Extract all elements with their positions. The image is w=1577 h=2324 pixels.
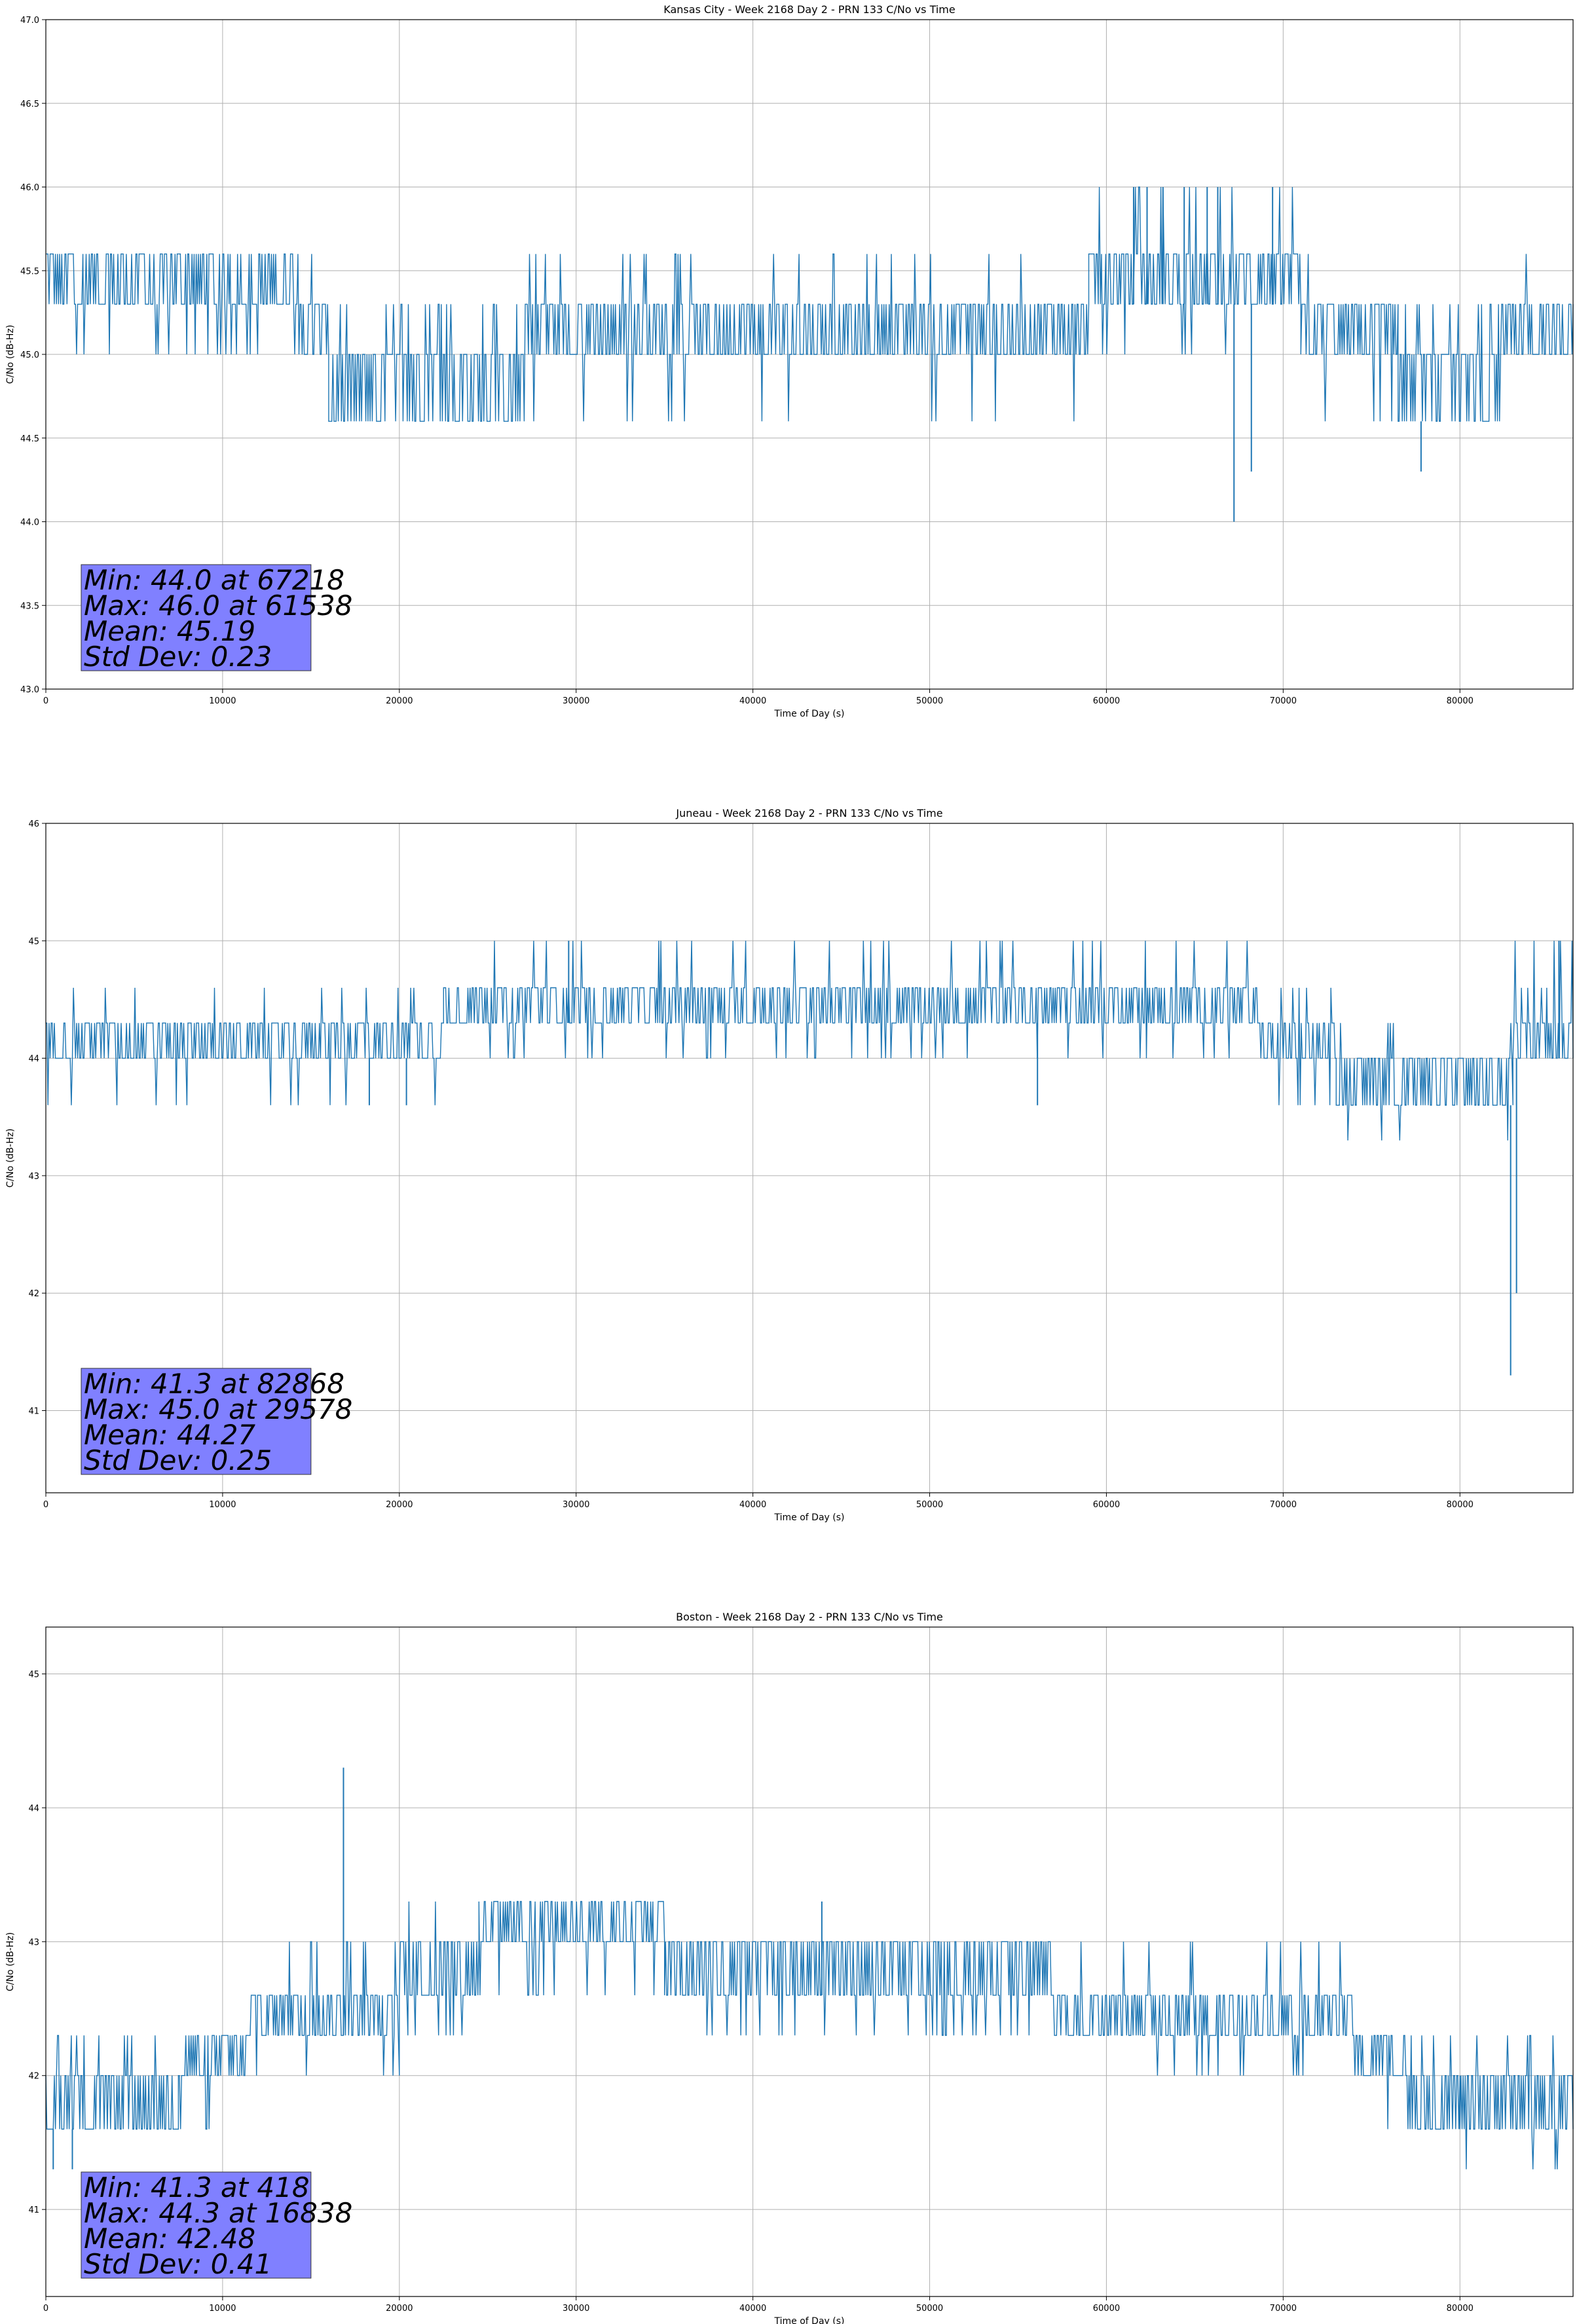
y-tick-label: 43 (28, 1938, 39, 1947)
y-axis-label: C/No (dB-Hz) (5, 1932, 16, 1991)
chart-panel-0: 0 10000 20000 30000 40000 50000 60000 70000 8000… (5, 3, 1574, 719)
chart-panel-2: 0 10000 20000 30000 40000 50000 60000 70000 8000… (5, 1611, 1574, 2324)
x-tick-label: 50000 (916, 696, 943, 706)
stats-line: Max: 45.0 at 29578 (84, 1393, 352, 1425)
x-tick-label: 30000 (563, 1500, 589, 1510)
x-tick-label: 30000 (563, 2304, 589, 2314)
y-tick-label: 43.0 (20, 685, 39, 695)
stats-line: Std Dev: 0.23 (84, 641, 272, 673)
x-axis-label: Time of Day (s) (774, 709, 845, 719)
y-tick-label: 44 (28, 1055, 39, 1064)
x-tick-label: 40000 (739, 1500, 766, 1510)
stats-line: Min: 44.0 at 67218 (84, 564, 344, 596)
stats-line: Mean: 44.27 (84, 1419, 255, 1451)
chart-title: Kansas City - Week 2168 Day 2 - PRN 133 … (663, 3, 955, 16)
x-tick-label: 50000 (916, 2304, 943, 2314)
stats-line: Max: 44.3 at 16838 (84, 2197, 352, 2229)
x-tick-label: 20000 (386, 696, 413, 706)
y-tick-label: 44.0 (20, 518, 39, 528)
x-tick-label: 70000 (1270, 2304, 1297, 2314)
y-tick-label: 46.5 (20, 100, 39, 109)
stats-box (81, 1368, 312, 1475)
x-tick-label: 0 (43, 696, 48, 706)
y-axis-label: C/No (dB-Hz) (5, 325, 16, 384)
x-tick-label: 80000 (1447, 1500, 1474, 1510)
stats-line: Max: 46.0 at 61538 (84, 590, 352, 622)
chart-title: Boston - Week 2168 Day 2 - PRN 133 C/No … (676, 1611, 943, 1623)
x-tick-label: 40000 (739, 2304, 766, 2314)
x-tick-label: 50000 (916, 1500, 943, 1510)
y-tick-label: 42 (28, 2072, 39, 2082)
x-tick-label: 60000 (1093, 1500, 1120, 1510)
y-tick-label: 45 (28, 1670, 39, 1680)
x-tick-label: 0 (43, 1500, 48, 1510)
stats-line: Std Dev: 0.41 (84, 2248, 272, 2280)
series-line (45, 1901, 1574, 2169)
y-tick-label: 45.0 (20, 350, 39, 360)
stats-line: Mean: 42.48 (84, 2222, 255, 2255)
x-tick-label: 20000 (386, 1500, 413, 1510)
x-tick-label: 10000 (209, 2304, 236, 2314)
y-tick-label: 43 (28, 1172, 39, 1182)
stats-line: Min: 41.3 at 82868 (84, 1368, 344, 1400)
x-tick-label: 80000 (1447, 2304, 1474, 2314)
y-tick-label: 42 (28, 1289, 39, 1299)
x-tick-label: 0 (43, 2304, 48, 2314)
plot-frame (45, 823, 1574, 1493)
x-tick-label: 60000 (1093, 696, 1120, 706)
y-tick-label: 45.5 (20, 267, 39, 276)
y-tick-label: 45 (28, 937, 39, 946)
y-tick-label: 47.0 (20, 16, 39, 26)
x-tick-label: 20000 (386, 2304, 413, 2314)
stats-line: Min: 41.3 at 418 (84, 2171, 310, 2203)
plot-frame (45, 1626, 1574, 2297)
y-tick-label: 43.5 (20, 601, 39, 611)
x-tick-label: 10000 (209, 696, 236, 706)
series-line (46, 186, 1574, 422)
x-axis-label: Time of Day (s) (774, 2316, 845, 2324)
chart-title: Juneau - Week 2168 Day 2 - PRN 133 C/No … (675, 807, 942, 819)
x-tick-label: 80000 (1447, 696, 1474, 706)
series-line (46, 941, 1574, 1141)
x-tick-label: 60000 (1093, 2304, 1120, 2314)
stats-line: Mean: 45.19 (84, 615, 255, 647)
y-tick-label: 41 (28, 2205, 39, 2215)
y-tick-label: 44 (28, 1804, 39, 1814)
y-tick-label: 41 (28, 1406, 39, 1416)
stats-box (81, 564, 312, 671)
x-tick-label: 30000 (563, 696, 589, 706)
stats-box (81, 2171, 312, 2279)
y-tick-label: 44.5 (20, 434, 39, 444)
chart-panel-1: 0 10000 20000 30000 40000 50000 60000 70000 8000… (5, 807, 1574, 1523)
x-tick-label: 10000 (209, 1500, 236, 1510)
x-tick-label: 70000 (1270, 1500, 1297, 1510)
x-axis-label: Time of Day (s) (774, 1512, 845, 1523)
y-tick-label: 46 (28, 819, 39, 829)
stats-line: Std Dev: 0.25 (84, 1444, 272, 1476)
x-tick-label: 70000 (1270, 696, 1297, 706)
y-axis-label: C/No (dB-Hz) (5, 1129, 16, 1188)
x-tick-label: 40000 (739, 696, 766, 706)
y-tick-label: 46.0 (20, 183, 39, 193)
